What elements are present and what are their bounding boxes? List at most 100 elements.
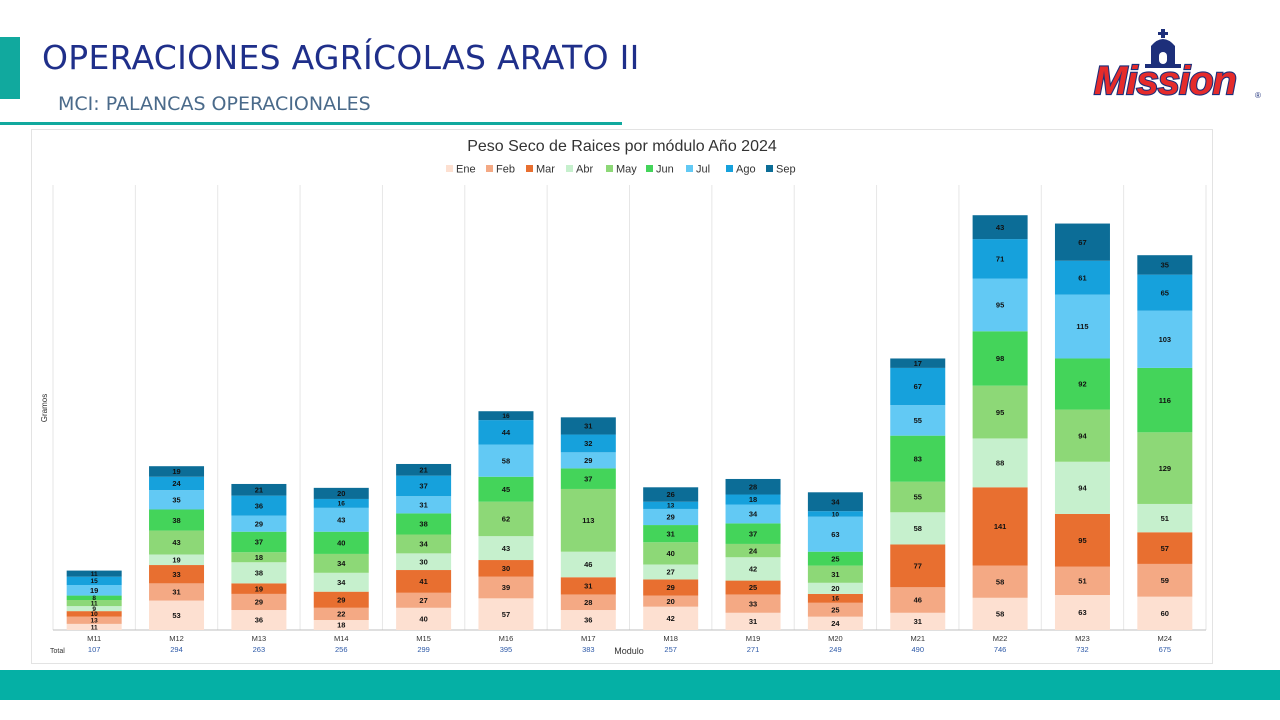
data-label: 129: [1159, 464, 1172, 473]
legend-label-ago: Ago: [736, 164, 756, 176]
data-label: 17: [914, 359, 922, 368]
data-label: 37: [419, 482, 427, 491]
bar-segment-m13-abr: [231, 562, 287, 584]
chart-legend: Ene Feb Mar Abr May Jun Jul Ago Sep: [446, 164, 796, 176]
data-label: 22: [337, 610, 345, 619]
data-label: 58: [996, 577, 1004, 586]
data-label: 30: [502, 564, 510, 573]
bar-segment-m21-abr: [890, 512, 946, 545]
bar-segment-m16-feb: [478, 576, 534, 599]
bar-segment-m19-jun: [725, 523, 781, 544]
accent-bar: [0, 37, 20, 99]
data-label: 13: [667, 503, 675, 510]
data-label: 67: [914, 382, 922, 391]
data-label: 83: [914, 454, 922, 463]
legend-swatch-ene: [446, 165, 453, 172]
data-label: 27: [419, 596, 427, 605]
total-value: 249: [829, 645, 842, 654]
page-title: OPERACIONES AGRÍCOLAS ARATO II: [42, 38, 640, 77]
bar-segment-m11-mar: [66, 611, 122, 617]
bar-segment-m13-sep: [231, 483, 287, 496]
mission-logo: Mission ®: [1065, 28, 1265, 108]
bar-segment-m20-may: [807, 565, 863, 583]
bar-segment-m22-ago: [972, 239, 1028, 279]
bar-segment-m14-mar: [313, 591, 369, 608]
bar-segment-m14-ene: [313, 620, 369, 630]
data-label: 92: [1078, 380, 1086, 389]
bar-segment-m23-ene: [1054, 595, 1110, 630]
total-value: 746: [994, 645, 1007, 654]
data-label: 60: [1161, 609, 1169, 618]
data-label: 61: [1078, 273, 1086, 282]
data-label: 51: [1078, 577, 1086, 586]
data-label: 29: [667, 513, 675, 522]
bar-segment-m12-feb: [149, 583, 205, 601]
data-label: 24: [749, 546, 758, 555]
bar-stack-m12: 53 31 33 19 43 38 35 24 19: [149, 466, 205, 630]
bar-segment-m19-may: [725, 543, 781, 558]
data-label: 36: [255, 501, 263, 510]
legend-label-may: May: [616, 164, 637, 176]
x-axis: M11 107 M12 294 M13 263 M14 256 M15 299 M16 395 M17 3…: [87, 634, 1172, 654]
bar-stack-m15: 40 27 41 30 34 38 31 37 21: [396, 463, 452, 630]
data-label: 34: [831, 497, 840, 506]
data-label: 53: [172, 611, 180, 620]
total-value: 271: [747, 645, 760, 654]
total-value: 294: [170, 645, 183, 654]
data-label: 113: [582, 516, 594, 525]
bar-segment-m23-ago: [1054, 260, 1110, 295]
x-tick-label: M16: [499, 634, 514, 643]
bar-stack-m19: 31 33 25 42 24 37 34 18 28: [725, 478, 781, 630]
data-label: 16: [502, 413, 510, 420]
bar-segment-m16-ago: [478, 420, 534, 445]
legend-swatch-jun: [646, 165, 653, 172]
legend-label-ene: Ene: [456, 164, 476, 176]
bar-segment-m11-feb: [66, 616, 122, 624]
data-label: 15: [91, 578, 99, 585]
data-label: 19: [172, 555, 180, 564]
bar-segment-m21-feb: [890, 587, 946, 613]
bar-segment-m23-sep: [1054, 223, 1110, 261]
data-label: 58: [502, 456, 510, 465]
bar-segment-m22-feb: [972, 565, 1028, 598]
data-label: 103: [1159, 335, 1172, 344]
bar-segment-m22-sep: [972, 215, 1028, 240]
x-tick-label: M14: [334, 634, 349, 643]
bar-segment-m19-ago: [725, 494, 781, 505]
legend-label-jul: Jul: [696, 164, 710, 176]
x-tick-label: M17: [581, 634, 596, 643]
data-label: 41: [419, 577, 427, 586]
bar-segment-m24-jun: [1137, 367, 1193, 433]
data-label: 44: [502, 428, 511, 437]
bar-segment-m18-ene: [643, 606, 699, 630]
data-label: 95: [996, 301, 1004, 310]
legend-swatch-ago: [726, 165, 733, 172]
bar-segment-m15-jun: [396, 513, 452, 535]
data-label: 19: [255, 584, 263, 593]
data-label: 57: [1161, 544, 1169, 553]
bar-segment-m24-feb: [1137, 563, 1193, 597]
data-label: 24: [172, 479, 181, 488]
data-label: 57: [502, 610, 510, 619]
bar-segment-m21-jun: [890, 435, 946, 482]
bar-segment-m20-jul: [807, 516, 863, 552]
data-label: 29: [255, 519, 263, 528]
data-label: 31: [749, 617, 757, 626]
data-label: 34: [337, 559, 346, 568]
bar-segment-m22-jul: [972, 278, 1028, 332]
data-label: 55: [914, 493, 922, 502]
total-value: 299: [417, 645, 430, 654]
bar-stack-m21: 31 46 77 58 55 83 55 67 17: [890, 358, 946, 630]
bar-segment-m11-may: [66, 600, 122, 607]
bar-segment-m11-sep: [66, 570, 122, 577]
bar-segment-m16-may: [478, 501, 534, 537]
x-tick-label: M12: [169, 634, 184, 643]
bar-segment-m12-jul: [149, 490, 205, 510]
bar-stack-m16: 57 39 30 43 62 45 58 44 16: [478, 411, 534, 630]
bar-segment-m16-jun: [478, 476, 534, 502]
data-label: 115: [1076, 322, 1088, 331]
total-value: 675: [1159, 645, 1172, 654]
total-value: 395: [500, 645, 513, 654]
bar-segment-m20-abr: [807, 582, 863, 594]
